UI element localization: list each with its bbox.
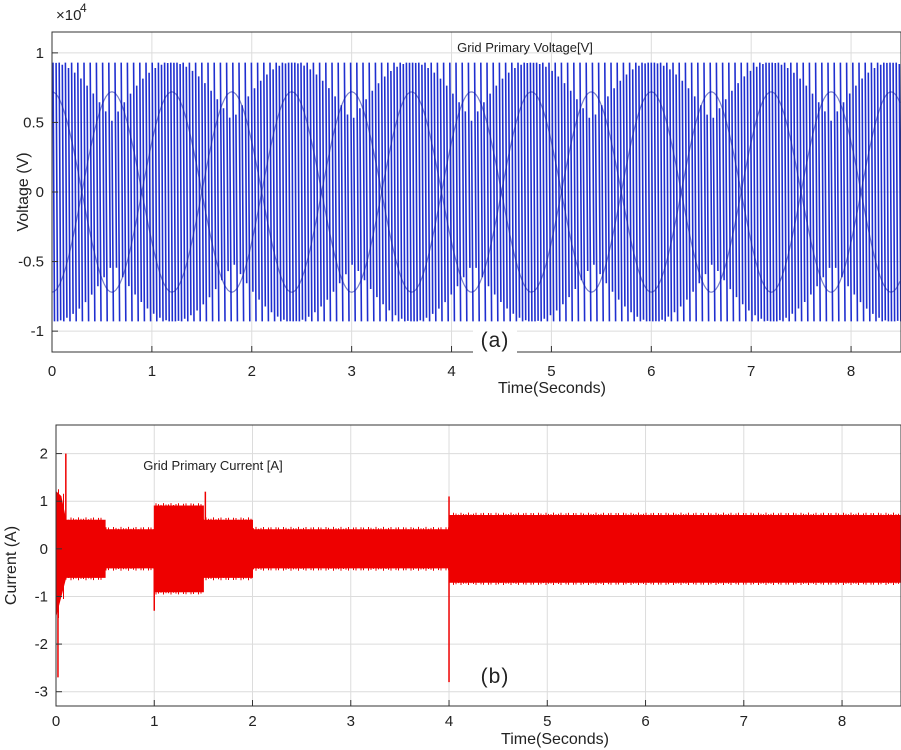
- y-tick-label: -3: [35, 684, 48, 701]
- series-envelope: [51, 91, 901, 293]
- x-tick-label: 6: [641, 713, 649, 730]
- chart-title: Grid Primary Voltage[V]: [457, 40, 593, 55]
- y-tick-label: 1: [40, 493, 48, 510]
- x-tick-label: 0: [52, 713, 60, 730]
- y-tick-label: -1: [35, 588, 48, 605]
- y-tick-label: -2: [35, 636, 48, 653]
- y-tick-label: -1: [31, 323, 44, 340]
- panel-label-bg: [473, 327, 517, 353]
- x-tick-label: 3: [347, 713, 355, 730]
- chart-title: Grid Primary Current [A]: [143, 458, 282, 473]
- x-tick-label: 3: [347, 363, 355, 380]
- x-tick-label: 6: [647, 363, 655, 380]
- x-tick-label: 1: [150, 713, 158, 730]
- y-multiplier: ×10: [56, 7, 81, 24]
- y-axis-label: Current (A): [3, 526, 20, 605]
- x-tick-label: 2: [248, 713, 256, 730]
- y-tick-label: 2: [40, 446, 48, 463]
- x-axis-label: Time(Seconds): [501, 731, 609, 748]
- y-tick-label: 1: [36, 45, 44, 62]
- y-exponent: 4: [80, 1, 87, 15]
- y-tick-label: -0.5: [18, 254, 44, 271]
- x-tick-label: 0: [48, 363, 56, 380]
- x-tick-label: 4: [445, 713, 453, 730]
- x-tick-label: 5: [547, 363, 555, 380]
- y-tick-label: 0: [40, 541, 48, 558]
- chart-panel-b: 0 1 2 3 4 5 6 7 8 2 1 0 -1 -2 -3 Time(Seconds) Current (…: [3, 424, 901, 748]
- y-axis-label: Voltage (V): [15, 152, 32, 231]
- y-tick-label: 0.5: [23, 114, 44, 131]
- panel-label: (b): [481, 665, 510, 688]
- x-tick-label: 1: [148, 363, 156, 380]
- x-tick-label: 2: [248, 363, 256, 380]
- x-tick-label: 7: [747, 363, 755, 380]
- axes-frame: [55, 424, 901, 707]
- x-tick-label: 4: [447, 363, 455, 380]
- x-axis-label: Time(Seconds): [498, 380, 606, 397]
- y-tick-label: 0: [36, 184, 44, 201]
- x-tick-label: 8: [838, 713, 846, 730]
- chart-panel-a: 0 1 2 3 4 5 6 7 8 1 0.5 0 -0.5 -1 Time(Seconds) Voltage…: [15, 1, 901, 397]
- x-tick-label: 7: [740, 713, 748, 730]
- x-tick-label: 5: [543, 713, 551, 730]
- panel-label-bg: [473, 663, 517, 689]
- series-envelope: [51, 91, 901, 293]
- panel-label: (a): [481, 329, 510, 352]
- x-tick-label: 8: [847, 363, 855, 380]
